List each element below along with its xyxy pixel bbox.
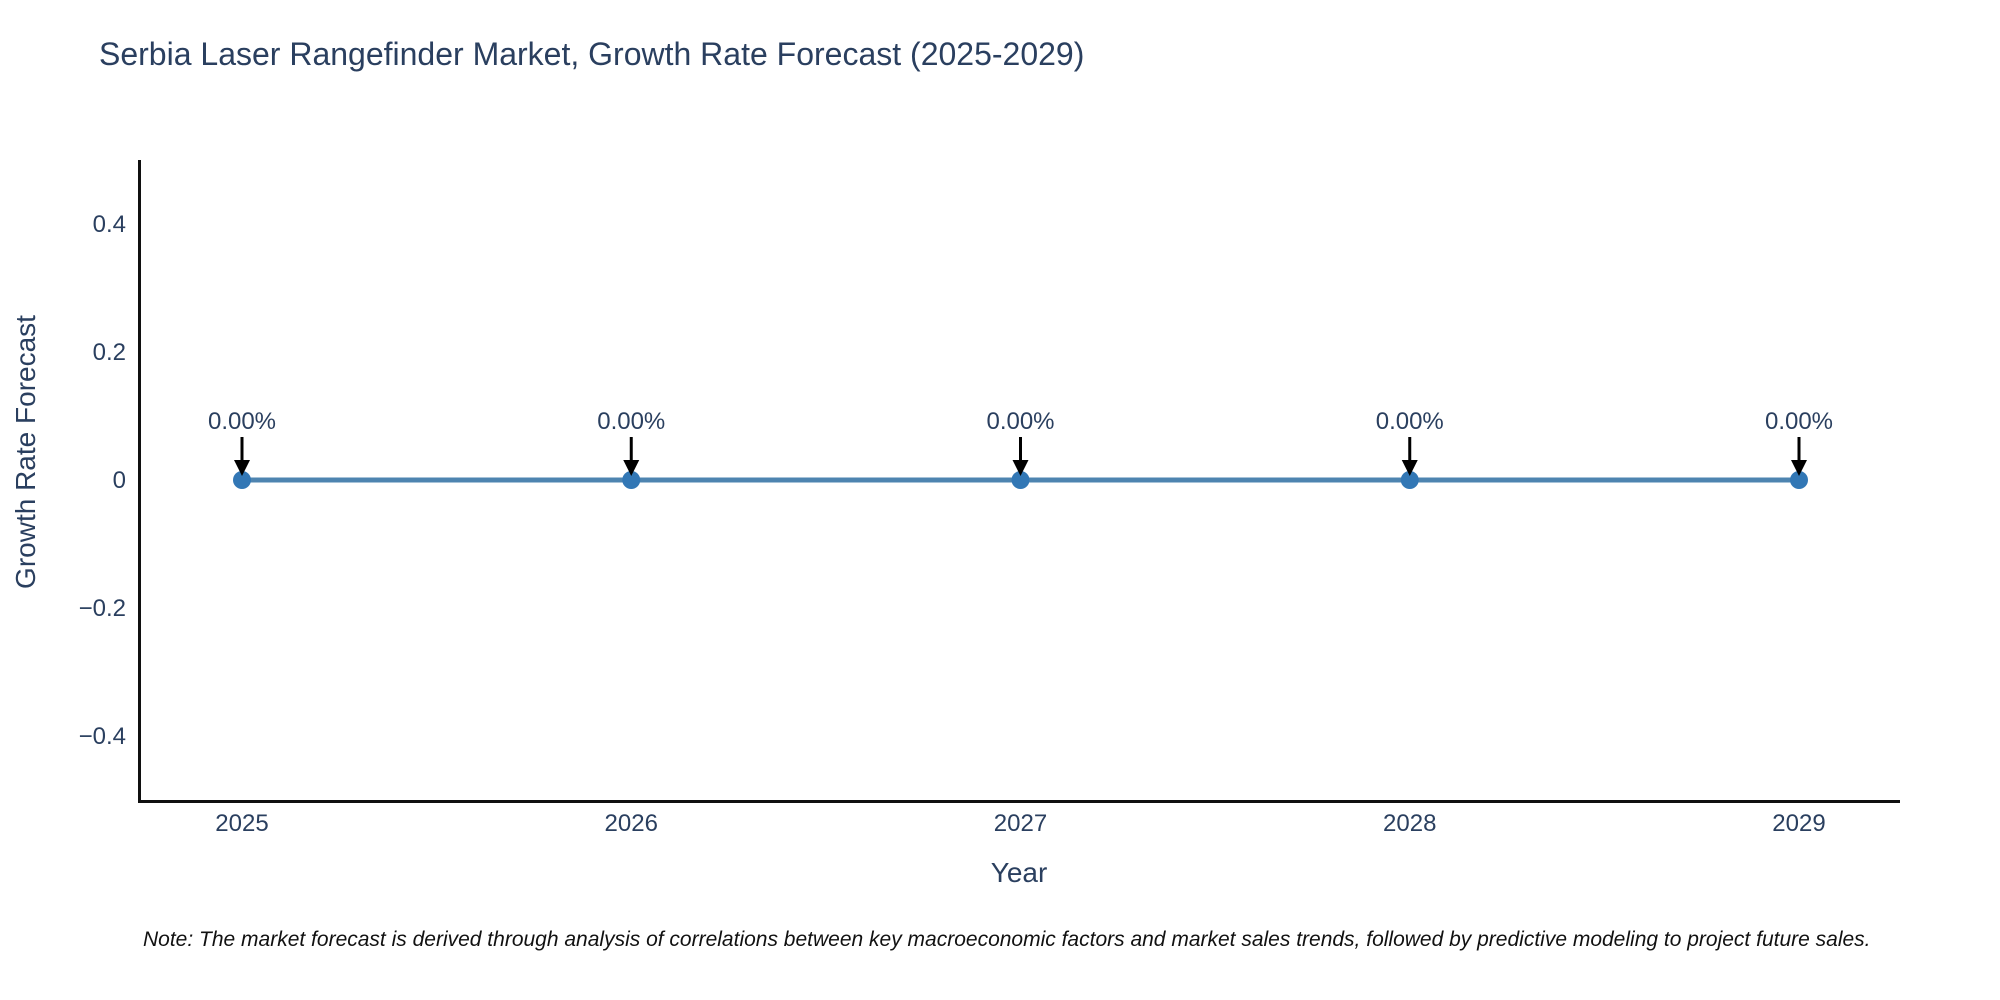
point-value-label: 0.00%	[1765, 408, 1833, 435]
x-tick-label: 2029	[1772, 810, 1825, 837]
y-tick-label: 0.4	[93, 211, 126, 238]
x-tick-label: 2026	[605, 810, 658, 837]
chart-title: Serbia Laser Rangefinder Market, Growth …	[99, 36, 1085, 72]
data-point	[1400, 471, 1419, 489]
annotation-arrow-head	[1401, 460, 1418, 476]
y-tick-label: −0.2	[79, 595, 126, 622]
x-tick-label: 2027	[994, 810, 1047, 837]
annotation-arrow-head	[234, 460, 250, 476]
data-point	[233, 471, 251, 489]
point-value-label: 0.00%	[1376, 408, 1444, 435]
annotation-arrow-head	[1791, 460, 1807, 476]
x-axis-title: Year	[990, 857, 1048, 888]
y-tick-label: −0.4	[79, 723, 126, 750]
annotation-arrow-head	[623, 460, 640, 476]
footnote: Note: The market forecast is derived thr…	[143, 928, 1871, 951]
data-point	[1011, 471, 1030, 489]
x-tick-label: 2025	[215, 810, 268, 837]
y-tick-label: 0	[113, 467, 126, 494]
point-value-label: 0.00%	[986, 408, 1054, 435]
point-value-label: 0.00%	[208, 408, 276, 435]
x-tick-label: 2028	[1383, 810, 1436, 837]
data-point	[1790, 471, 1808, 489]
data-point	[622, 471, 641, 489]
y-tick-label: 0.2	[93, 339, 126, 366]
annotation-arrow-head	[1012, 460, 1029, 476]
point-value-label: 0.00%	[597, 408, 665, 435]
